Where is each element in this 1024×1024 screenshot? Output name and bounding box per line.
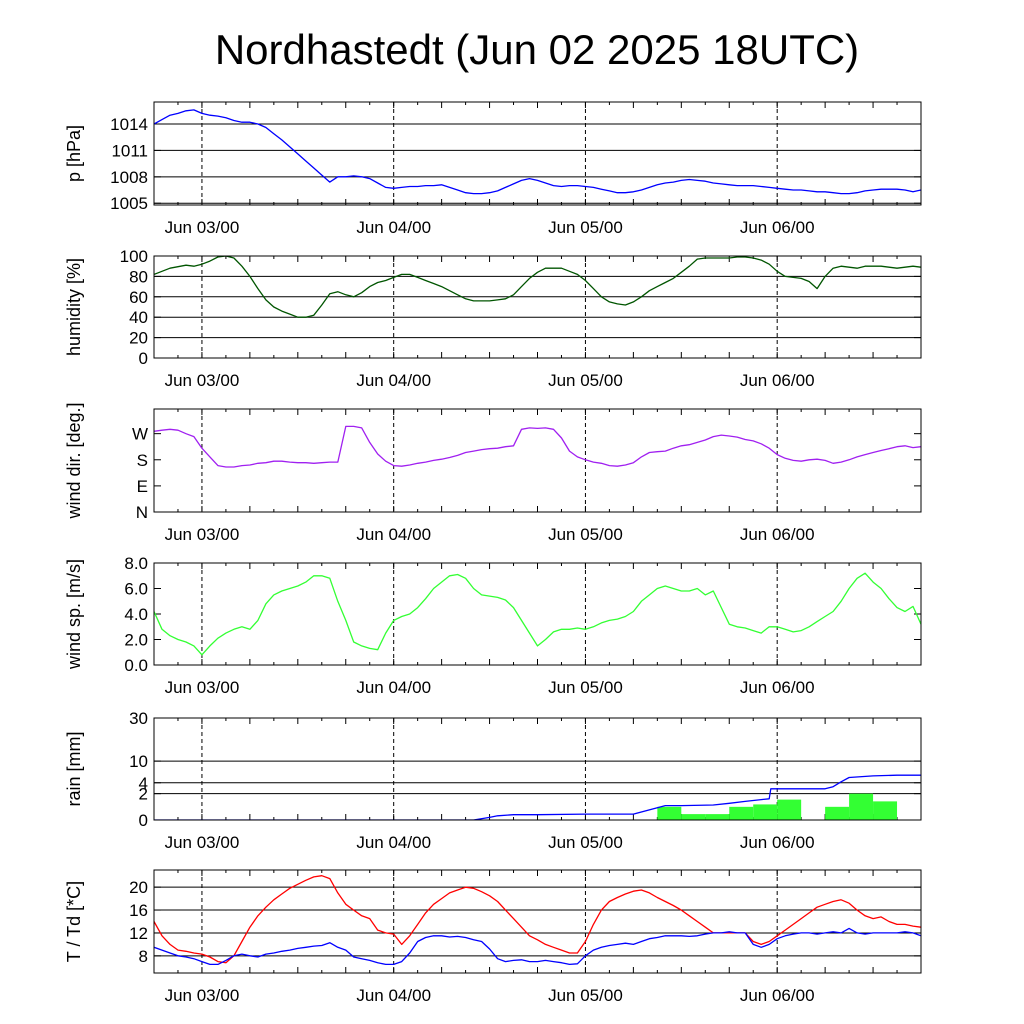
x-tick-label: Jun 04/00 (356, 218, 431, 237)
x-tick-label: Jun 05/00 (548, 986, 623, 1005)
y-tick-label: 16 (129, 901, 148, 920)
rain-bar (681, 814, 706, 820)
y-tick-label: 4.0 (124, 605, 148, 624)
plot-frame (153, 717, 922, 821)
x-tick-label: Jun 03/00 (165, 371, 240, 390)
y-tick-label: 40 (129, 308, 148, 327)
series-line-0 (154, 774, 921, 820)
y-tick-label: N (136, 503, 148, 522)
y-tick-label: 80 (129, 267, 148, 286)
rain-bar (777, 799, 802, 820)
y-axis-label: wind sp. [m/s] (64, 559, 84, 670)
x-tick-label: Jun 04/00 (356, 678, 431, 697)
x-tick-label: Jun 03/00 (165, 525, 240, 544)
x-tick-label: Jun 05/00 (548, 371, 623, 390)
y-tick-label: 12 (129, 924, 148, 943)
x-tick-label: Jun 06/00 (740, 986, 815, 1005)
y-tick-label: 20 (129, 329, 148, 348)
y-axis-label: T / Td [*C] (64, 881, 84, 962)
plot-frame (153, 255, 922, 359)
x-tick-label: Jun 06/00 (740, 833, 815, 852)
panel-4: 0 24 10 30 Jun 03/00 Jun 04/00 Jun 05/00 Jun 06… (64, 709, 922, 852)
x-tick-label: Jun 05/00 (548, 678, 623, 697)
x-tick-label: Jun 06/00 (740, 525, 815, 544)
y-tick-label: W (132, 425, 148, 444)
y-tick-label: 100 (120, 247, 148, 266)
series-line-0 (154, 425, 921, 468)
y-tick-label: 0 (139, 349, 148, 368)
x-tick-label: Jun 03/00 (165, 986, 240, 1005)
panel-5: 8 12 16 20 Jun 03/00 Jun 04/00 Jun 05/00 Jun 06… (64, 869, 922, 1005)
y-axis-label: humidity [%] (64, 258, 84, 356)
rain-bar (729, 806, 754, 820)
x-tick-label: Jun 04/00 (356, 525, 431, 544)
y-tick-label: 4 (139, 774, 148, 793)
y-tick-label: 1014 (110, 115, 148, 134)
y-axis-label: rain [mm] (64, 731, 84, 806)
series-line-1 (154, 927, 921, 966)
y-tick-label: 0.0 (124, 656, 148, 675)
x-tick-label: Jun 03/00 (165, 833, 240, 852)
y-tick-label: E (137, 477, 148, 496)
x-tick-label: Jun 06/00 (740, 218, 815, 237)
y-tick-label: 30 (129, 709, 148, 728)
plot-frame (153, 101, 922, 206)
x-tick-label: Jun 06/00 (740, 678, 815, 697)
x-tick-label: Jun 05/00 (548, 218, 623, 237)
panel-3: 0.0 2.0 4.0 6.0 8.0 Jun 03/00 Jun 04/00 Jun 05/… (64, 554, 922, 697)
x-tick-label: Jun 04/00 (356, 986, 431, 1005)
series-line-0 (154, 109, 921, 195)
y-tick-label: 1011 (111, 141, 148, 160)
y-tick-label: 0 (139, 811, 148, 830)
y-tick-label: S (137, 451, 148, 470)
y-tick-label: 8.0 (124, 554, 148, 573)
y-tick-label: 20 (129, 878, 148, 897)
x-tick-label: Jun 04/00 (356, 833, 431, 852)
y-axis-label: p [hPa] (64, 125, 84, 182)
y-tick-label: 10 (129, 752, 148, 771)
plot-frame (153, 869, 922, 974)
y-axis-label: wind dir. [deg.] (64, 402, 84, 519)
series-line-0 (154, 256, 921, 318)
rain-bar (825, 806, 850, 820)
x-tick-label: Jun 04/00 (356, 371, 431, 390)
panel-0: 1005 1008 1011 1014 Jun 03/00 Jun 04/00 Jun 05… (64, 101, 922, 237)
y-tick-label: 2.0 (124, 631, 148, 650)
rain-bar (705, 814, 730, 820)
y-tick-label: 8 (139, 947, 148, 966)
rain-bar (657, 806, 682, 820)
plot-frame (153, 408, 922, 513)
chart-title: Nordhastedt (Jun 02 2025 18UTC) (214, 26, 860, 73)
rain-bar (849, 793, 874, 820)
x-tick-label: Jun 03/00 (165, 678, 240, 697)
x-tick-label: Jun 03/00 (165, 218, 240, 237)
y-tick-label: 60 (129, 288, 148, 307)
x-tick-label: Jun 05/00 (548, 525, 623, 544)
rain-bar (873, 801, 898, 820)
y-tick-label: 1005 (110, 194, 148, 213)
y-tick-label: 1008 (110, 168, 148, 187)
y-tick-label: 2 (139, 785, 148, 804)
y-tick-label: 6.0 (124, 580, 148, 599)
x-tick-label: Jun 06/00 (740, 371, 815, 390)
plot-frame (153, 562, 922, 666)
series-line-0 (154, 572, 921, 656)
x-tick-label: Jun 05/00 (548, 833, 623, 852)
series-line-0 (154, 875, 921, 964)
rain-bar (753, 804, 778, 820)
